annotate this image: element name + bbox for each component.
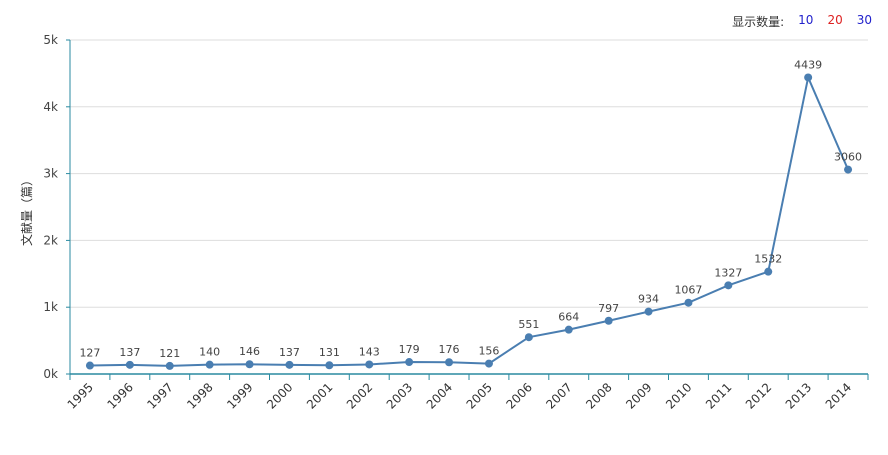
x-tick-label: 1998 xyxy=(184,380,215,411)
count-option-30[interactable]: 30 xyxy=(856,13,872,27)
data-point xyxy=(405,358,414,367)
data-label: 127 xyxy=(79,347,100,360)
data-label: 146 xyxy=(239,345,260,358)
x-tick-label: 1996 xyxy=(104,380,135,411)
data-label: 797 xyxy=(598,302,619,315)
x-tick-label: 2001 xyxy=(304,380,335,411)
data-point xyxy=(285,360,294,369)
series-line-group xyxy=(85,73,853,370)
x-tick-label: 1997 xyxy=(144,380,175,411)
data-point xyxy=(484,359,493,368)
y-tick-label: 1k xyxy=(43,300,58,314)
x-tick-label: 2012 xyxy=(743,380,774,411)
x-tick-label: 2011 xyxy=(703,380,734,411)
y-axis-title: 文献量（篇） xyxy=(19,174,34,246)
data-label: 1067 xyxy=(674,284,702,297)
x-tick-label: 1999 xyxy=(224,380,255,411)
data-label: 179 xyxy=(399,343,420,356)
data-point xyxy=(445,358,454,367)
x-tick-label: 2008 xyxy=(583,380,614,411)
x-tick-label: 2007 xyxy=(543,380,574,411)
data-point xyxy=(524,333,533,342)
y-tick-label: 0k xyxy=(43,367,58,381)
data-label: 551 xyxy=(518,318,539,331)
x-tick-label: 1995 xyxy=(65,380,96,411)
data-label: 664 xyxy=(558,311,579,324)
data-label: 1532 xyxy=(754,253,782,266)
gridlines xyxy=(70,39,868,308)
data-point xyxy=(804,73,813,82)
x-tick-label: 2000 xyxy=(264,380,295,411)
x-tick-label: 2003 xyxy=(384,380,415,411)
data-label: 3060 xyxy=(834,151,862,164)
data-label: 934 xyxy=(638,293,659,306)
y-tick-label: 5k xyxy=(43,33,58,47)
x-tick-label: 2009 xyxy=(623,380,654,411)
count-label: 显示数量: xyxy=(732,15,785,29)
count-selector: 显示数量: 10 20 30 xyxy=(732,13,872,30)
data-label: 4439 xyxy=(794,58,822,71)
data-labels: 127 137 121 140 146 137 131 143 179 176 156 551 664 7… xyxy=(79,58,862,359)
count-option-10[interactable]: 10 xyxy=(798,13,814,27)
data-label: 137 xyxy=(119,346,140,359)
data-label: 1327 xyxy=(714,266,742,279)
data-point xyxy=(644,307,653,316)
series-line xyxy=(89,74,849,367)
data-label: 176 xyxy=(439,343,460,356)
data-point xyxy=(245,360,254,369)
data-point xyxy=(165,361,174,370)
data-point xyxy=(604,316,613,325)
data-point xyxy=(564,325,573,334)
data-label: 121 xyxy=(159,347,180,360)
x-tick-label: 2006 xyxy=(503,380,534,411)
count-option-20[interactable]: 20 xyxy=(827,13,843,27)
data-point xyxy=(844,165,853,174)
x-tick-label: 2014 xyxy=(823,380,854,411)
data-point xyxy=(684,298,693,307)
data-label: 131 xyxy=(319,346,340,359)
data-point xyxy=(365,360,374,369)
y-tick-label: 4k xyxy=(43,100,58,114)
data-point xyxy=(724,281,733,290)
data-point xyxy=(764,267,773,276)
data-point xyxy=(85,361,94,370)
data-label: 137 xyxy=(279,346,300,359)
x-tick-label: 2004 xyxy=(424,380,455,411)
y-tick-label: 2k xyxy=(43,233,58,247)
x-tick-label: 2010 xyxy=(663,380,694,411)
y-tick-label: 3k xyxy=(43,167,58,181)
x-tick-label: 2013 xyxy=(783,380,814,411)
x-tick-label: 2005 xyxy=(464,380,495,411)
data-label: 140 xyxy=(199,346,220,359)
data-label: 143 xyxy=(359,345,380,358)
data-point xyxy=(205,360,214,369)
data-point xyxy=(125,360,134,369)
data-label: 156 xyxy=(478,345,499,358)
x-tick-label: 2002 xyxy=(344,380,375,411)
data-point xyxy=(325,361,334,370)
